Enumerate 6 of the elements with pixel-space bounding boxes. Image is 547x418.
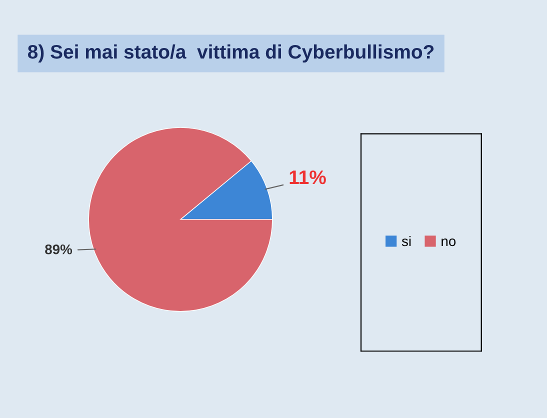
- legend-label: si: [402, 236, 411, 246]
- chart-title: 8) Sei mai stato/a vittima di Cyberbullismo?: [28, 44, 434, 63]
- legend-label: no: [442, 238, 456, 246]
- pie-slice: [88, 127, 273, 312]
- data-label: 11%: [290, 170, 326, 184]
- data-label: 89%: [45, 244, 72, 254]
